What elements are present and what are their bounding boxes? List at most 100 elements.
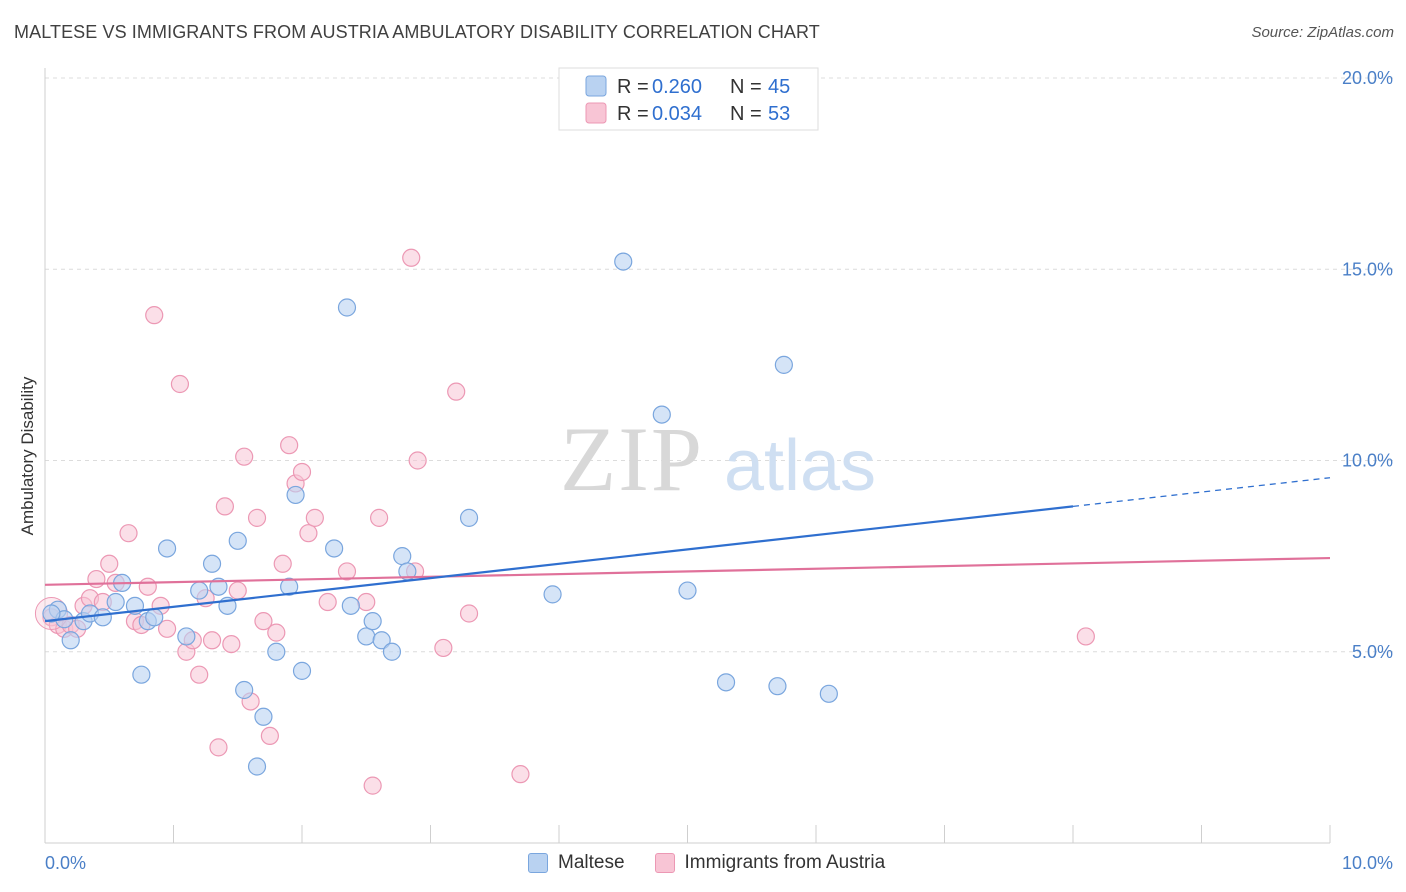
point-austria	[511, 765, 530, 784]
point-maltese	[337, 298, 357, 317]
source-label: Source: ZipAtlas.com	[1251, 24, 1394, 41]
point-austria	[145, 306, 164, 325]
point-austria	[370, 508, 389, 527]
legend-box: R = 0.260 N = 45 R = 0.034 N = 53	[558, 67, 819, 131]
point-austria	[363, 776, 382, 795]
point-austria	[280, 436, 299, 455]
point-maltese	[157, 539, 177, 558]
point-austria	[434, 638, 453, 658]
point-maltese	[267, 642, 286, 661]
bottom-legend-swatch-maltese	[528, 853, 548, 873]
point-austria	[337, 562, 357, 581]
point-maltese	[357, 627, 376, 646]
point-maltese	[774, 355, 793, 374]
x-tick-label-end: 10.0%	[1342, 853, 1393, 873]
series-maltese-points	[42, 252, 838, 776]
bottom-legend-item-austria: Immigrants from Austria	[654, 852, 886, 874]
axes	[44, 68, 1331, 844]
point-austria	[305, 508, 324, 527]
point-maltese	[132, 665, 151, 684]
point-austria	[100, 554, 119, 573]
chart-title: MALTESE VS IMMIGRANTS FROM AUSTRIA AMBUL…	[14, 22, 820, 42]
point-austria	[402, 248, 421, 267]
point-maltese	[202, 554, 222, 573]
point-austria	[260, 726, 279, 746]
point-maltese	[652, 405, 671, 424]
bottom-legend-label-austria: Immigrants from Austria	[684, 852, 886, 873]
legend-n-value-austria: 53	[768, 103, 790, 125]
point-maltese	[145, 608, 164, 627]
trendline-maltese-extension	[1072, 477, 1331, 508]
point-austria	[138, 577, 157, 596]
watermark-atlas: atlas	[724, 426, 876, 506]
point-austria	[254, 612, 273, 631]
point-maltese	[819, 684, 838, 703]
point-austria	[318, 592, 337, 612]
y-tick-label: 15.0%	[1342, 259, 1393, 279]
point-maltese	[280, 577, 299, 596]
legend-r-value-maltese: 0.260	[652, 76, 702, 98]
tick-labels: 5.0% 10.0% 15.0% 20.0% 0.0% 10.0%	[45, 68, 1393, 873]
point-maltese	[93, 608, 112, 627]
legend-swatch-austria	[585, 102, 607, 124]
point-maltese	[614, 252, 633, 271]
point-austria	[357, 592, 376, 612]
point-maltese	[61, 631, 80, 650]
point-maltese	[228, 531, 247, 550]
point-austria	[408, 451, 427, 470]
trend-lines	[44, 477, 1331, 623]
legend-swatch-maltese	[585, 75, 607, 97]
bottom-legend-label-maltese: Maltese	[558, 852, 625, 873]
y-tick-label: 20.0%	[1342, 68, 1393, 88]
x-tick-label-start: 0.0%	[45, 853, 86, 873]
point-maltese	[768, 677, 787, 696]
point-austria	[1076, 627, 1095, 646]
legend-r-value-austria: 0.034	[652, 103, 702, 125]
bottom-legend: Maltese Immigrants from Austria	[528, 852, 915, 874]
point-maltese	[543, 585, 562, 604]
point-maltese	[459, 508, 479, 527]
point-austria	[228, 581, 247, 600]
point-austria	[190, 665, 209, 684]
point-austria	[292, 462, 312, 482]
point-austria	[157, 619, 177, 638]
point-austria	[247, 508, 267, 527]
point-maltese	[363, 612, 382, 631]
point-austria	[235, 447, 254, 466]
legend-n-value-maltese: 45	[768, 76, 790, 98]
point-maltese	[106, 592, 125, 612]
legend-n-label-maltese: N =	[730, 76, 762, 98]
point-maltese	[247, 757, 267, 776]
y-tick-label: 10.0%	[1342, 451, 1393, 471]
point-austria	[299, 524, 318, 543]
point-maltese	[286, 485, 305, 505]
point-maltese	[235, 680, 254, 700]
point-austria	[215, 497, 234, 516]
point-austria	[202, 631, 222, 650]
legend-r-label-maltese: R =	[617, 76, 649, 98]
watermark: ZIP atlas	[560, 408, 876, 510]
watermark-zip: ZIP	[560, 408, 704, 510]
trendline-maltese	[44, 505, 1074, 623]
point-austria	[447, 382, 466, 401]
point-austria	[119, 524, 138, 543]
point-maltese	[382, 642, 402, 661]
point-maltese	[209, 577, 228, 596]
point-maltese	[372, 631, 391, 650]
point-austria	[222, 634, 241, 654]
y-tick-label: 5.0%	[1352, 642, 1393, 662]
legend-n-label-austria: N =	[730, 103, 762, 125]
legend-r-label-austria: R =	[617, 103, 649, 125]
point-austria	[87, 569, 106, 589]
point-maltese	[292, 661, 312, 680]
grid-lines	[45, 77, 1395, 653]
point-maltese	[678, 581, 697, 600]
point-maltese	[716, 673, 736, 692]
bottom-legend-item-maltese: Maltese	[528, 852, 625, 874]
point-maltese	[177, 627, 196, 646]
point-austria	[170, 374, 190, 394]
point-austria	[267, 623, 286, 642]
point-austria	[209, 738, 228, 757]
trendline-austria	[44, 556, 1331, 586]
